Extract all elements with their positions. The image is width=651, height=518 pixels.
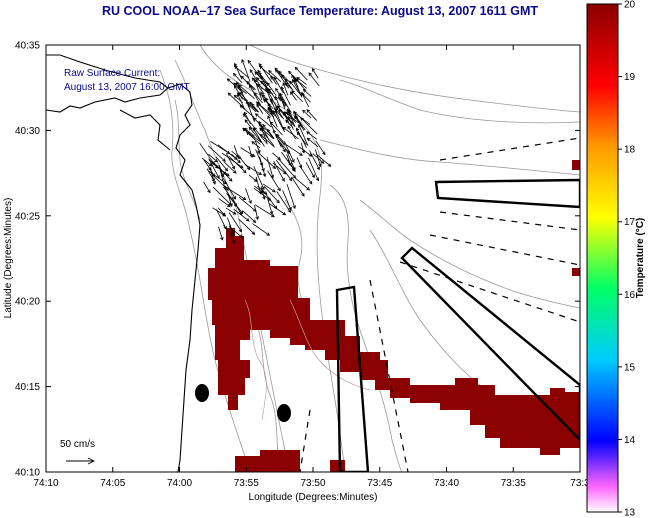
map-title: RU COOL NOAA–17 Sea Surface Temperature:…: [101, 4, 539, 18]
colorbar-tick-label: 16: [624, 290, 636, 301]
colorbar: 20 19 18 17 16 15 14 13 Temperature (°C): [586, 0, 646, 518]
x-tick-label: 74:10: [33, 478, 58, 489]
y-axis-label: Latitude (Degrees:Minutes): [3, 198, 14, 319]
x-axis: 74:10 74:05 74:00 73:55 73:50 73:45 73:40 73:35…: [33, 45, 590, 503]
current-annotation-line2: August 13, 2007 16:00 GMT: [64, 82, 190, 93]
x-tick-label: 74:05: [100, 478, 125, 489]
colorbar-tick-label: 14: [624, 435, 636, 446]
y-axis: 40:35 40:30 40:25 40:20 40:15 40:10 Latitude …: [3, 41, 580, 479]
x-tick-label: 73:40: [434, 478, 459, 489]
colorbar-tick-label: 15: [624, 362, 636, 373]
coastline: [46, 54, 201, 472]
x-axis-label: Longitude (Degrees:Minutes): [249, 492, 378, 503]
x-tick-label: 73:55: [234, 478, 259, 489]
station-marker-1: [195, 384, 209, 402]
scale-arrow-icon: [66, 457, 96, 465]
colorbar-tick-label: 13: [624, 508, 636, 518]
colorbar-tick-label: 17: [624, 217, 636, 228]
x-tick-label: 73:35: [501, 478, 526, 489]
colorbar-tick-label: 19: [624, 72, 636, 83]
sst-warm-patch: [208, 160, 580, 472]
y-tick-label: 40:35: [15, 41, 40, 52]
transect-outlines: [335, 178, 580, 472]
surface-current-vectors: [199, 58, 332, 245]
y-tick-label: 40:25: [15, 211, 40, 222]
y-tick-label: 40:30: [15, 126, 40, 137]
radar-beams: [299, 137, 580, 472]
y-tick-label: 40:15: [15, 382, 40, 393]
x-tick-label: 73:45: [367, 478, 392, 489]
colorbar-gradient: [586, 3, 619, 513]
colorbar-tick-label: 18: [624, 145, 636, 156]
scale-label: 50 cm/s: [60, 439, 95, 450]
y-tick-label: 40:10: [15, 468, 40, 479]
x-tick-label: 74:00: [167, 478, 192, 489]
patch-contours: [244, 299, 371, 421]
y-tick-label: 40:20: [15, 297, 40, 308]
station-marker-2: [277, 404, 291, 422]
x-tick-label: 73:50: [300, 478, 325, 489]
current-annotation-line1: Raw Surface Current:: [64, 68, 160, 79]
colorbar-tick-label: 20: [624, 0, 636, 11]
x-tick-label: 73:3: [570, 478, 590, 489]
colorbar-label: Temperature (°C): [635, 218, 646, 299]
